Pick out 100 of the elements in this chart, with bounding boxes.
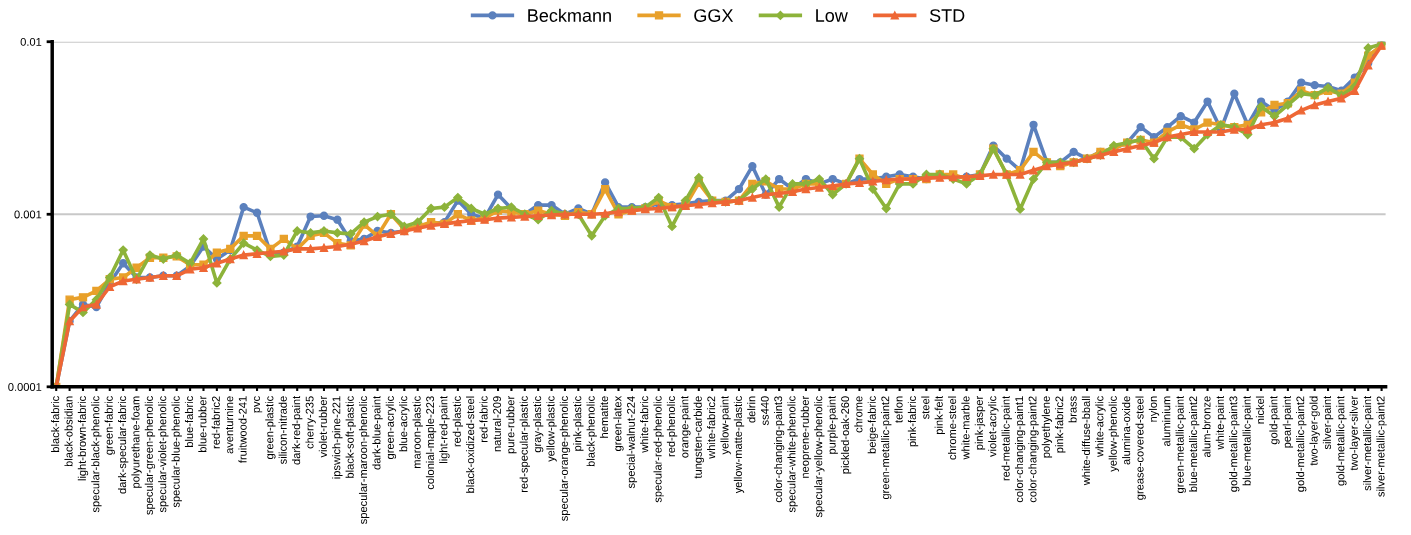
x-tick-label: violet-rubber <box>318 396 327 458</box>
x-tick-label: black-obsidian <box>64 396 73 467</box>
x-tick-label: yellow-paint <box>720 395 731 455</box>
x-tick-label: teflon <box>894 396 903 423</box>
x-tick-label: blue-acrylic <box>399 396 410 452</box>
x-tick-label: black-fabric <box>51 396 60 452</box>
x-tick-label: silver-metallic-paint <box>1363 395 1374 491</box>
x-tick-label: white-marble <box>961 396 970 460</box>
y-tick-label: 0.0001 <box>8 383 42 391</box>
x-tick-label: violet-acrylic <box>988 396 999 457</box>
x-tick-label: aluminium <box>1162 396 1171 446</box>
x-tick-label: orange-paint <box>680 395 691 458</box>
x-tick-label: natural-209 <box>492 396 501 452</box>
x-tick-label: pink-fabric2 <box>1055 396 1066 453</box>
x-tick-label: specular-blue-phenolic <box>171 396 182 508</box>
x-tick-label: ipswich-pine-221 <box>332 396 343 479</box>
x-tick-label: pink-jasper <box>974 396 986 450</box>
x-tick-label: gold-metallic-paint3 <box>1229 396 1240 492</box>
x-tick-label: gold-paint <box>1269 395 1280 445</box>
x-tick-label: nickel <box>1255 396 1265 424</box>
x-tick-label: hematite <box>599 396 609 438</box>
x-tick-label: neoprene-rubber <box>800 396 812 478</box>
x-tick-label: alumina-oxide <box>1122 396 1131 465</box>
legend-label: STD <box>929 9 965 22</box>
x-tick-label: pink-plastic <box>573 396 584 451</box>
x-tick-label: black-oxidized-steel <box>466 396 475 493</box>
x-tick-label: steel <box>921 396 930 419</box>
x-tick-label: specular-black-phenolic <box>91 396 102 513</box>
x-tick-label: polyurethane-foam <box>131 396 142 488</box>
x-tick-label: fruitwood-241 <box>238 396 247 463</box>
x-tick-label: aventurnine <box>225 396 234 454</box>
x-tick-label: specular-white-phenolic <box>787 396 798 513</box>
x-tick-label: specular-green-phenolic <box>144 396 156 515</box>
x-tick-label: red-metallic-paint <box>1001 395 1012 481</box>
x-tick-label: black-phenolic <box>586 396 597 467</box>
x-tick-label: blue-metallic-paint2 <box>1188 396 1200 492</box>
y-tick-label: 0.01 <box>20 38 42 46</box>
x-tick-label: yellow-matte-plastic <box>733 396 745 494</box>
x-tick-label: yellow-phenolic <box>1108 396 1120 472</box>
x-tick-label: color-changing-paint3 <box>773 396 785 503</box>
x-tick-label: blue-fabric <box>184 396 194 447</box>
x-tick-label: blue-rubber <box>198 396 207 452</box>
x-tick-label: nylon <box>1148 396 1160 422</box>
x-tick-label: white-paint <box>1215 395 1227 450</box>
x-tick-label: specular-yellow-phenolic <box>814 396 825 518</box>
x-tick-label: white-fabric2 <box>707 396 716 459</box>
x-tick-label: pure-rubber <box>506 396 517 454</box>
x-tick-label: pvc <box>253 396 263 413</box>
x-tick-label: specular-violet-phenolic <box>158 396 169 513</box>
x-tick-label: color-changing-paint1 <box>1014 396 1026 503</box>
x-tick-label: green-fabric <box>104 396 115 455</box>
x-tick-label: green-acrylic <box>385 396 397 459</box>
x-tick-label: two-layer-gold <box>1309 396 1320 466</box>
x-tick-label: white-fabric <box>640 396 649 453</box>
x-tick-label: gold-metallic-paint <box>1336 395 1347 486</box>
x-tick-label: silver-paint <box>1322 395 1334 450</box>
x-tick-label: tungsten-carbide <box>693 396 704 479</box>
x-tick-label: specular-maroon-phenolic <box>358 396 370 524</box>
x-tick-label: specular-orange-phenolic <box>559 396 571 521</box>
x-tick-label: dark-specular-fabric <box>117 396 129 494</box>
x-tick-label: green-latex <box>613 395 624 451</box>
x-tick-label: color-changing-paint2 <box>1028 396 1039 503</box>
legend-label: Low <box>816 9 848 22</box>
x-tick-label: ss440 <box>760 396 769 426</box>
x-tick-label: red-plastic <box>452 396 464 447</box>
x-tick-label: special-walnut-224 <box>626 396 638 489</box>
x-tick-label: cherry-235 <box>305 396 316 449</box>
x-tick-label: silver-metallic-paint2 <box>1376 396 1387 497</box>
x-tick-label: green-metallic-paint <box>1175 395 1186 493</box>
x-tick-label: gold-metallic-paint2 <box>1296 396 1307 492</box>
x-tick-label: light-red-paint <box>439 395 450 464</box>
x-tick-label: black-soft-plastic <box>345 396 356 478</box>
x-tick-label: purple-paint <box>827 395 838 454</box>
legend-label: GGX <box>694 9 734 22</box>
x-tick-label: delrin <box>747 396 756 423</box>
x-tick-label: gray-plastic <box>532 396 544 453</box>
x-tick-label: pearl-paint <box>1282 395 1294 448</box>
y-tick-label: 0.001 <box>14 210 42 219</box>
x-tick-label: light-brown-fabric <box>77 396 89 481</box>
x-tick-label: brass <box>1068 396 1077 423</box>
x-tick-label: alum-bronze <box>1202 396 1211 458</box>
x-tick-label: pickled-oak-260 <box>840 396 852 474</box>
x-tick-label: polyethylene <box>1041 396 1053 458</box>
x-tick-label: red-phenolic <box>666 396 678 457</box>
x-tick-label: red-fabric <box>479 396 488 443</box>
x-tick-label: green-plastic <box>265 396 276 459</box>
x-tick-label: blue-metallic-paint <box>1242 395 1253 486</box>
x-tick-label: yellow-plastic <box>546 396 557 462</box>
x-tick-label: white-diffuse-bball <box>1081 396 1091 486</box>
x-tick-label: chrome-steel <box>948 396 957 460</box>
x-tick-label: green-metallic-paint2 <box>881 396 892 500</box>
x-tick-label: two-layer-silver <box>1349 396 1360 471</box>
x-tick-label: colonial-maple-223 <box>425 396 437 490</box>
x-tick-label: dark-red-paint <box>292 395 303 465</box>
x-tick-label: red-specular-plastic <box>519 396 530 493</box>
x-tick-label: grease-covered-steel <box>1135 396 1146 500</box>
x-tick-label: beige-fabric <box>867 396 879 454</box>
x-tick-label: specular-red-phenolic <box>653 396 664 503</box>
x-tick-label: white-acrylic <box>1095 396 1106 457</box>
x-tick-label: red-fabric2 <box>211 396 220 449</box>
